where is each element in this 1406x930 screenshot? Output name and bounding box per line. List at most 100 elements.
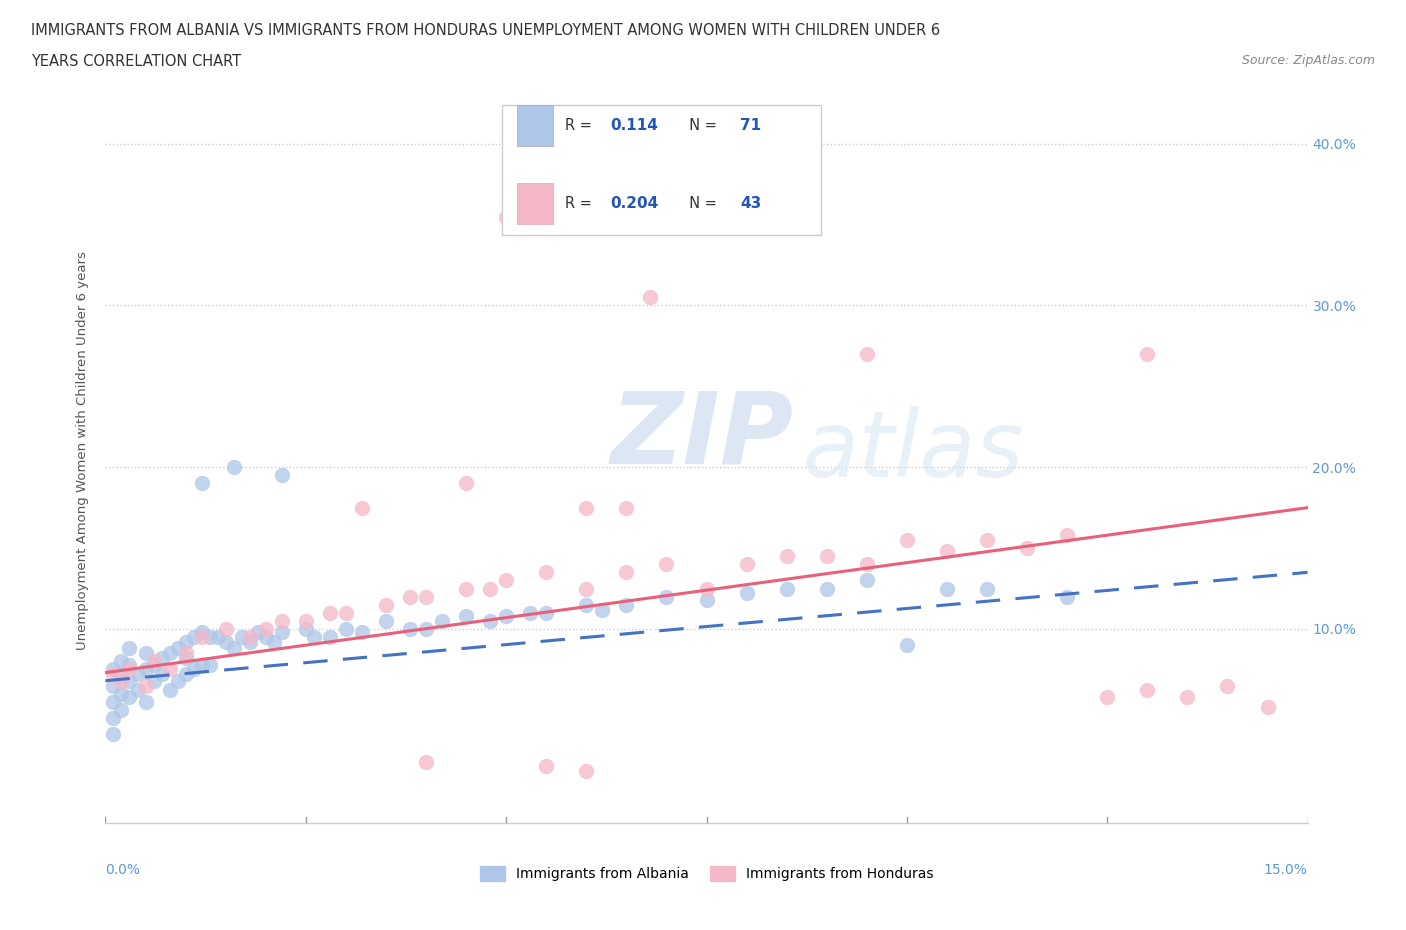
Point [222, 641, 245, 656]
Point [976, 533, 998, 548]
Point [454, 608, 477, 623]
Point [159, 645, 181, 660]
Text: 0.204: 0.204 [610, 196, 658, 211]
Point [616, 500, 638, 515]
Point [118, 673, 141, 688]
Point [430, 614, 453, 629]
FancyBboxPatch shape [516, 105, 553, 146]
Point [103, 662, 125, 677]
Point [640, 290, 662, 305]
Point [246, 625, 269, 640]
Point [150, 667, 173, 682]
Text: 0.0%: 0.0% [105, 863, 141, 878]
Point [207, 630, 229, 644]
Point [103, 667, 125, 682]
Point [374, 597, 398, 612]
Point [855, 347, 877, 362]
Point [1257, 699, 1279, 714]
Point [696, 581, 718, 596]
Point [616, 597, 638, 612]
Point [198, 630, 221, 644]
Point [399, 590, 422, 604]
Point [159, 662, 181, 677]
Point [350, 625, 373, 640]
Text: Source: ZipAtlas.com: Source: ZipAtlas.com [1241, 54, 1375, 67]
Point [174, 634, 197, 649]
Point [575, 581, 598, 596]
Point [896, 638, 918, 653]
Point [534, 565, 557, 579]
Text: 0.114: 0.114 [610, 118, 658, 133]
Point [350, 500, 373, 515]
Point [214, 621, 236, 636]
Point [519, 605, 541, 620]
Text: 15.0%: 15.0% [1264, 863, 1308, 878]
Point [110, 702, 132, 717]
Point [335, 605, 357, 620]
Point [159, 683, 181, 698]
Point [1097, 689, 1119, 704]
Y-axis label: Unemployment Among Women with Children Under 6 years: Unemployment Among Women with Children U… [76, 252, 90, 650]
Point [1056, 590, 1078, 604]
Point [479, 614, 502, 629]
FancyBboxPatch shape [516, 183, 553, 224]
Text: 71: 71 [740, 118, 761, 133]
Point [575, 500, 598, 515]
Point [118, 658, 141, 672]
Point [454, 581, 477, 596]
Point [118, 689, 141, 704]
Text: R =: R = [565, 196, 596, 211]
Point [190, 658, 212, 672]
Point [142, 658, 165, 672]
Point [591, 602, 613, 617]
Point [214, 634, 236, 649]
Point [655, 590, 678, 604]
Point [896, 533, 918, 548]
Point [1136, 683, 1159, 698]
Text: IMMIGRANTS FROM ALBANIA VS IMMIGRANTS FROM HONDURAS UNEMPLOYMENT AMONG WOMEN WIT: IMMIGRANTS FROM ALBANIA VS IMMIGRANTS FR… [31, 23, 941, 38]
Point [231, 630, 253, 644]
Point [183, 662, 205, 677]
Point [616, 565, 638, 579]
Point [1136, 347, 1159, 362]
Point [254, 630, 277, 644]
Point [270, 468, 292, 483]
Point [103, 711, 125, 725]
Point [190, 476, 212, 491]
Text: YEARS CORRELATION CHART: YEARS CORRELATION CHART [31, 54, 240, 69]
Point [735, 557, 758, 572]
Point [127, 667, 149, 682]
Point [118, 641, 141, 656]
Point [174, 651, 197, 666]
Point [1056, 527, 1078, 542]
Point [174, 645, 197, 660]
Text: ZIP: ZIP [610, 388, 793, 485]
Point [415, 590, 437, 604]
Point [198, 658, 221, 672]
Point [319, 605, 342, 620]
Point [103, 695, 125, 710]
Point [534, 759, 557, 774]
Point [110, 654, 132, 669]
Point [1177, 689, 1199, 704]
Point [174, 667, 197, 682]
Point [263, 634, 285, 649]
Point [374, 614, 398, 629]
Point [815, 581, 838, 596]
Point [254, 621, 277, 636]
Point [415, 621, 437, 636]
Point [534, 605, 557, 620]
Point [1216, 678, 1239, 693]
Point [479, 581, 502, 596]
FancyBboxPatch shape [502, 105, 821, 235]
Point [270, 625, 292, 640]
Legend: Immigrants from Albania, Immigrants from Honduras: Immigrants from Albania, Immigrants from… [474, 861, 939, 887]
Point [936, 544, 959, 559]
Point [190, 630, 212, 644]
Point [855, 573, 877, 588]
Point [776, 581, 799, 596]
Point [735, 586, 758, 601]
Point [110, 686, 132, 701]
Point [495, 608, 517, 623]
Point [575, 597, 598, 612]
